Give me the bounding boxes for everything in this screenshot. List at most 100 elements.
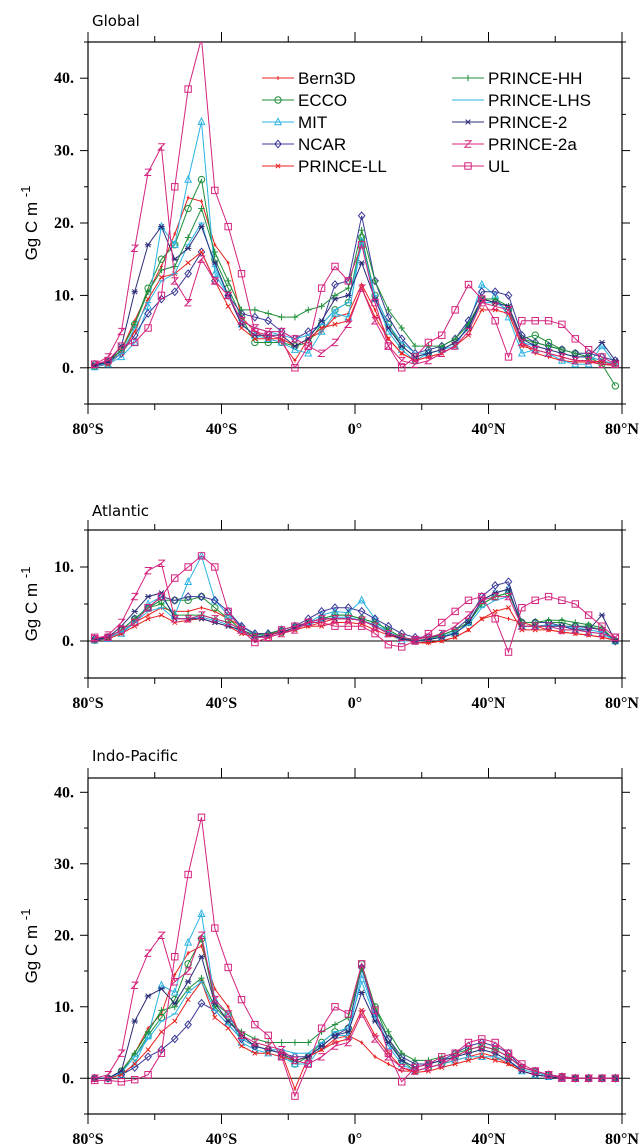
data-point-prince-2a: [237, 1031, 246, 1040]
legend-label: ECCO: [298, 91, 347, 110]
data-point-mit: [170, 987, 179, 996]
data-point-ul: [558, 320, 566, 329]
data-point-prince-2a: [103, 631, 113, 639]
legend-marker: [463, 140, 473, 148]
data-point-ul: [264, 633, 272, 641]
data-point-prince-2a: [116, 618, 126, 627]
data-point-ncar: [371, 276, 379, 286]
data-point-ul: [544, 317, 553, 325]
data-point-ncar: [184, 269, 192, 279]
data-point-prince-2a: [397, 356, 407, 365]
series-line-ul: [94, 817, 616, 1098]
data-point-mit: [477, 1051, 486, 1061]
data-point-prince-2a: [450, 622, 460, 630]
legend-marker: [275, 163, 281, 169]
data-point-prince-2: [598, 612, 606, 618]
panel-atlantic: Atlantic 80°S 40°S 0° 40°N 80°N 0. 10. Gg C m -1: [18, 502, 639, 712]
data-point-prince-hh: [144, 1028, 152, 1035]
legend-label: PRINCE-HH: [488, 69, 582, 88]
data-point-bern3d: [213, 986, 217, 991]
data-point-ul: [224, 963, 232, 972]
data-point-prince-ll: [198, 249, 205, 255]
data-point-ul: [558, 596, 566, 604]
series-line-prince-2a: [94, 933, 616, 1079]
data-point-ul: [317, 618, 326, 627]
data-point-prince-hh: [158, 600, 165, 608]
data-point-prince-2: [184, 978, 192, 985]
data-point-prince-ll: [145, 616, 151, 622]
data-point-prince-2: [318, 317, 325, 324]
data-point-prince-hh: [211, 248, 219, 256]
y-tick-label: 30.: [54, 143, 74, 160]
data-point-prince-2: [385, 325, 392, 331]
data-point-prince-2a: [504, 592, 513, 601]
data-point-prince-2a: [530, 622, 540, 630]
data-point-prince-hh: [131, 615, 138, 622]
legend-label: MIT: [298, 113, 327, 132]
y-axis-label: Gg C m -1: [18, 909, 41, 984]
data-point-prince-2a: [317, 349, 327, 358]
data-point-ncar: [170, 595, 179, 605]
data-point-prince-hh: [572, 350, 579, 357]
data-point-ul: [491, 1038, 499, 1047]
x-tick-label: 40°S: [206, 695, 237, 712]
data-point-prince-2: [358, 260, 365, 266]
data-point-ul: [144, 324, 152, 332]
data-point-mit: [317, 326, 326, 335]
data-point-prince-2a: [250, 1038, 260, 1047]
data-point-ul: [104, 1076, 112, 1085]
data-point-prince-2a: [370, 622, 380, 630]
data-point-ul: [544, 1070, 553, 1079]
data-point-bern3d: [493, 613, 497, 618]
data-point-prince-2a: [490, 302, 500, 310]
data-point-prince-2a: [370, 317, 380, 325]
legend-marker: [276, 76, 280, 80]
series-line-prince-hh: [94, 207, 616, 367]
data-point-ul: [518, 604, 526, 612]
data-point-prince-2a: [223, 618, 233, 627]
data-point-prince-hh: [305, 1039, 312, 1046]
data-point-ecco: [184, 960, 192, 968]
data-point-ul: [90, 633, 99, 641]
data-point-prince-2a: [103, 1070, 113, 1079]
plot-frame: [87, 529, 623, 679]
data-point-prince-2a: [210, 615, 220, 623]
data-point-mit: [397, 344, 406, 353]
data-point-ncar: [384, 312, 393, 322]
data-point-prince-hh: [278, 1039, 285, 1046]
data-point-prince-2a: [197, 931, 206, 939]
data-point-bern3d: [226, 1004, 230, 1009]
data-point-bern3d: [173, 972, 177, 977]
data-point-prince-2a: [370, 1035, 380, 1043]
data-point-ul: [171, 183, 179, 191]
data-point-ul: [331, 262, 339, 271]
data-point-ul: [371, 1006, 379, 1015]
data-point-prince-2a: [197, 255, 206, 263]
data-point-prince-2a: [517, 338, 527, 347]
legend-marker: [273, 117, 283, 126]
data-point-prince-2a: [330, 338, 340, 347]
data-point-ncar: [251, 312, 259, 322]
data-point-ul: [371, 629, 379, 638]
data-point-prince-ll: [238, 1043, 245, 1049]
data-point-prince-2a: [570, 626, 580, 634]
data-point-prince-2a: [90, 635, 100, 643]
data-point-prince-2a: [157, 143, 166, 151]
data-point-prince-2a: [424, 356, 433, 365]
data-point-prince-ll: [439, 638, 445, 644]
data-point-bern3d: [373, 1054, 377, 1059]
data-point-ul: [371, 298, 379, 307]
data-point-prince-2: [211, 260, 219, 266]
data-point-prince-2: [198, 953, 205, 960]
data-point-prince-2a: [223, 1010, 233, 1018]
data-point-prince-hh: [224, 277, 232, 285]
data-point-ul: [224, 607, 232, 616]
data-point-ncar: [491, 581, 500, 590]
data-point-prince-2a: [330, 615, 340, 623]
x-tick-label: 80°S: [72, 421, 103, 438]
data-point-prince-hh: [144, 288, 152, 295]
data-point-prince-2a: [277, 327, 286, 336]
data-point-prince-2: [158, 986, 165, 992]
data-point-ecco: [357, 233, 366, 242]
